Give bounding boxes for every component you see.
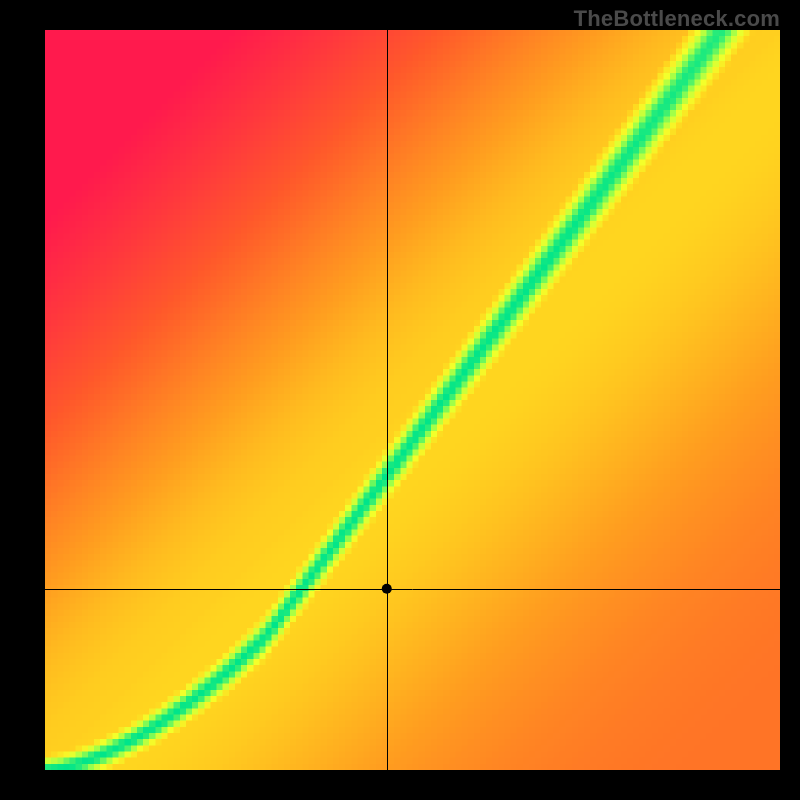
crosshair-overlay xyxy=(45,30,780,770)
watermark-text: TheBottleneck.com xyxy=(574,6,780,32)
chart-container: { "watermark": "TheBottleneck.com", "wat… xyxy=(0,0,800,800)
